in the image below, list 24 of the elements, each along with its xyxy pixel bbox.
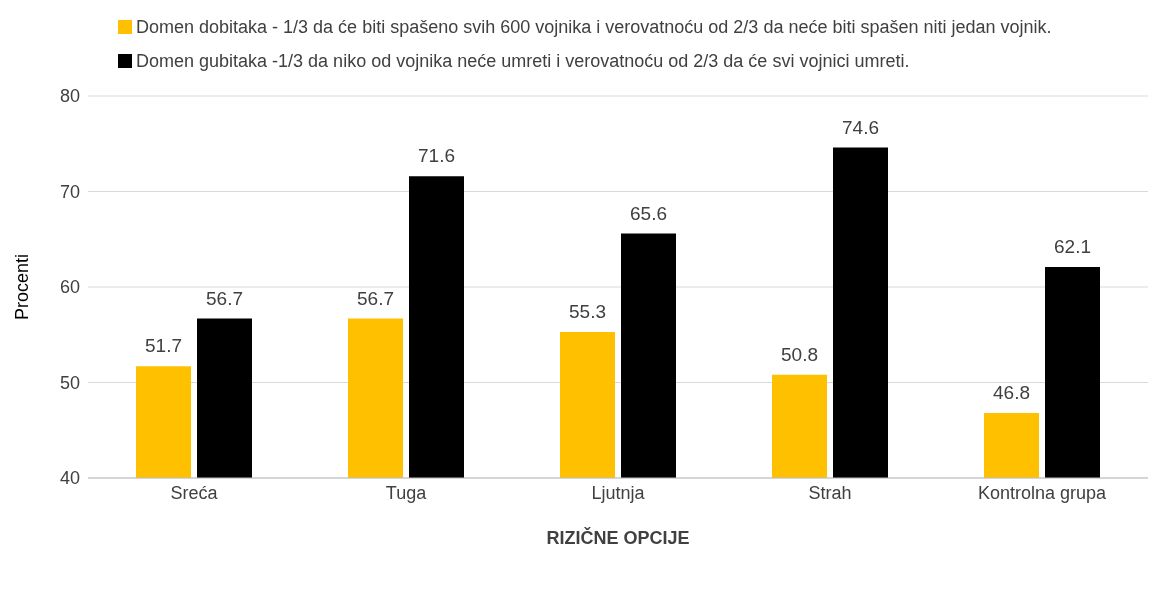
y-tick-label: 70 — [59, 181, 80, 202]
data-label: 55.3 — [569, 300, 606, 322]
y-tick-label: 60 — [59, 277, 80, 298]
data-label: 51.7 — [145, 335, 182, 357]
x-tick-label: Kontrolna grupa — [977, 482, 1108, 503]
x-tick-label: Sreća — [170, 482, 219, 503]
x-axis-title: RIZIČNE OPCIJE — [546, 527, 690, 548]
data-label: 56.7 — [206, 287, 243, 309]
legend-label: Domen dobitaka - 1/3 da će biti spašeno svih 600 vojnika i verovatnoću od 2/3 da neće biti spašen niti jedan vojnik. — [136, 16, 1052, 39]
x-tick-label: Strah — [808, 482, 852, 503]
data-label: 74.6 — [842, 116, 879, 138]
legend-label: Domen gubitaka -1/3 da niko od vojnika neće umreti i verovatnoću od 2/3 da će svi vojnici umreti. — [136, 50, 910, 73]
data-label: 50.8 — [781, 343, 818, 365]
x-tick-label: Ljutnja — [591, 482, 646, 503]
data-label: 56.7 — [357, 287, 394, 309]
y-tick-label: 80 — [59, 86, 80, 107]
y-tick-label: 50 — [59, 372, 80, 393]
data-label: 62.1 — [1054, 235, 1091, 257]
y-tick-label: 40 — [59, 468, 80, 489]
data-label: 65.6 — [630, 202, 667, 224]
data-label: 46.8 — [993, 382, 1030, 404]
y-axis-title: Procenti — [12, 253, 33, 321]
x-tick-label: Tuga — [385, 482, 428, 503]
data-label: 71.6 — [418, 145, 455, 167]
